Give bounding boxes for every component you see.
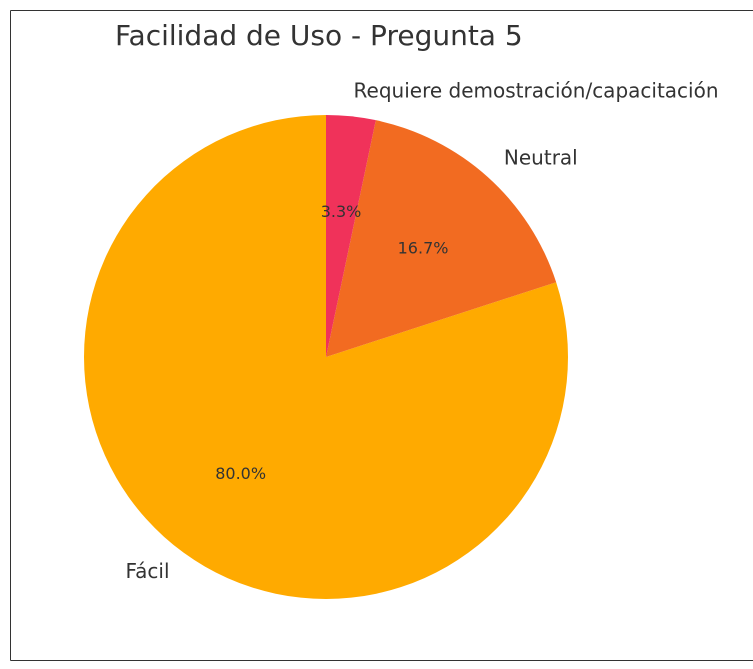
slice-label: Neutral (504, 145, 578, 169)
value-label: 16.7% (398, 238, 449, 257)
pie-slice (326, 115, 376, 357)
value-label: 3.3% (321, 202, 362, 221)
chart-title: Facilidad de Uso - Pregunta 5 (115, 19, 523, 52)
slice-label: Requiere demostración/capacitación (354, 79, 719, 103)
slice-label: Fácil (125, 559, 169, 583)
pie-slice (326, 120, 557, 358)
pie-slice (84, 115, 569, 599)
value-label: 80.0% (215, 464, 266, 483)
